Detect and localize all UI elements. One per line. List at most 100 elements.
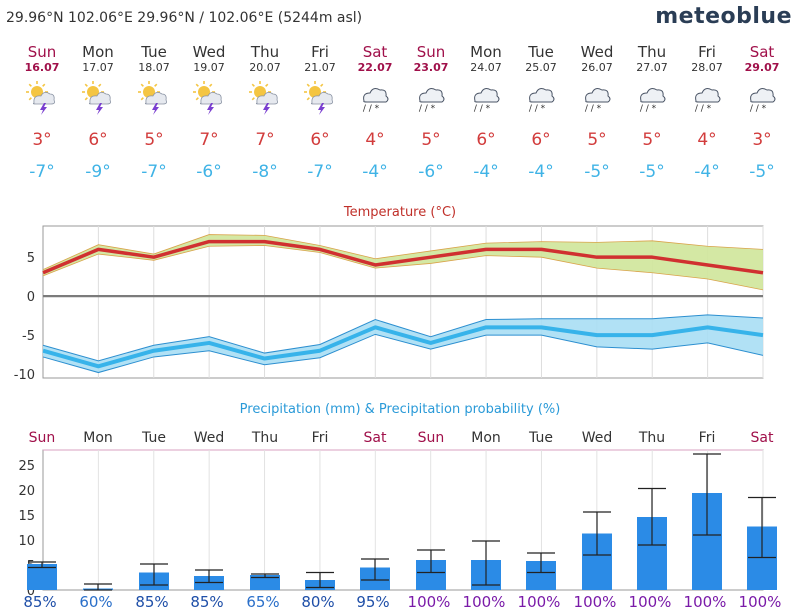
temperature-y-tick: 5 bbox=[27, 251, 35, 266]
min-temp: -5° bbox=[584, 162, 609, 182]
precipitation-probability: 100% bbox=[463, 593, 506, 611]
max-temp: 5° bbox=[587, 130, 606, 150]
precipitation-y-tick: 25 bbox=[18, 459, 35, 474]
day-date: 23.07 bbox=[414, 61, 449, 74]
svg-text:/ / *: / / * bbox=[695, 104, 712, 114]
temperature-chart-title: Temperature (°C) bbox=[343, 205, 456, 220]
precip-day-label: Tue bbox=[528, 430, 553, 446]
svg-text:/ / *: / / * bbox=[750, 104, 767, 114]
snow-cloud-icon: / / * bbox=[419, 88, 445, 114]
precipitation-probability: 100% bbox=[518, 593, 561, 611]
max-temp: 4° bbox=[365, 130, 384, 150]
svg-text:/ / *: / / * bbox=[585, 104, 602, 114]
snow-cloud-icon: / / * bbox=[640, 88, 666, 114]
snow-cloud-icon: / / * bbox=[750, 88, 776, 114]
precipitation-probability: 100% bbox=[684, 593, 727, 611]
max-temperature-line bbox=[42, 239, 764, 275]
min-temp: -4° bbox=[528, 162, 553, 182]
day-date: 19.07 bbox=[193, 61, 225, 74]
max-temp: 7° bbox=[199, 130, 218, 150]
day-name: Tue bbox=[527, 43, 554, 61]
sun-thunder-cloud-icon bbox=[193, 81, 222, 115]
precip-day-label: Tue bbox=[141, 430, 166, 446]
precip-day-label: Sat bbox=[751, 430, 774, 446]
precip-day-label: Thu bbox=[251, 430, 278, 446]
snow-cloud-icon: / / * bbox=[585, 88, 611, 114]
min-temperature-band bbox=[43, 314, 763, 373]
meteoblue-logo: meteoblue bbox=[655, 4, 792, 29]
precipitation-probability: 80% bbox=[301, 593, 334, 611]
min-temp: -6° bbox=[418, 162, 443, 182]
min-temperature-line bbox=[42, 325, 764, 369]
precipitation-probability: 85% bbox=[23, 593, 56, 611]
precipitation-probability: 60% bbox=[79, 593, 112, 611]
max-temp: 6° bbox=[88, 130, 107, 150]
precipitation-probability: 95% bbox=[356, 593, 389, 611]
precipitation-chart-title: Precipitation (mm) & Precipitation proba… bbox=[240, 402, 561, 417]
day-name: Thu bbox=[637, 43, 666, 61]
max-temp: 7° bbox=[255, 130, 274, 150]
precip-day-label: Thu bbox=[638, 430, 665, 446]
svg-text:/ / *: / / * bbox=[419, 104, 436, 114]
day-name: Sat bbox=[750, 43, 775, 61]
sun-thunder-cloud-icon bbox=[82, 81, 111, 115]
day-date: 25.07 bbox=[525, 61, 557, 74]
precipitation-y-tick: 20 bbox=[18, 484, 35, 499]
min-temp: -5° bbox=[749, 162, 774, 182]
precip-day-label: Sat bbox=[364, 430, 387, 446]
day-date: 20.07 bbox=[249, 61, 281, 74]
max-temperature-band-edge bbox=[42, 234, 764, 271]
sun-thunder-cloud-icon bbox=[138, 81, 167, 115]
precipitation-probability: 100% bbox=[629, 593, 672, 611]
precipitation-probability: 100% bbox=[574, 593, 617, 611]
temperature-y-tick: -5 bbox=[22, 329, 35, 344]
svg-text:/ / *: / / * bbox=[363, 104, 380, 114]
min-temp: -7° bbox=[141, 162, 166, 182]
precip-day-label: Mon bbox=[83, 430, 113, 446]
precipitation-probability: 100% bbox=[739, 593, 782, 611]
day-date: 29.07 bbox=[745, 61, 780, 74]
temperature-y-tick: -10 bbox=[14, 368, 35, 383]
day-name: Mon bbox=[82, 43, 114, 61]
snow-cloud-icon: / / * bbox=[474, 88, 500, 114]
precipitation-y-tick: 15 bbox=[18, 509, 35, 524]
min-temp: -8° bbox=[252, 162, 277, 182]
precip-day-label: Wed bbox=[582, 430, 613, 446]
day-date: 27.07 bbox=[636, 61, 668, 74]
max-temp: 3° bbox=[752, 130, 771, 150]
day-name: Sat bbox=[363, 43, 388, 61]
precip-day-label: Sun bbox=[418, 430, 445, 446]
max-temp: 5° bbox=[421, 130, 440, 150]
precipitation-bar bbox=[27, 564, 57, 590]
snow-cloud-icon: / / * bbox=[529, 88, 555, 114]
day-name: Fri bbox=[698, 43, 716, 61]
max-temperature-band-edge bbox=[42, 245, 764, 291]
day-date: 24.07 bbox=[470, 61, 502, 74]
precip-day-label: Fri bbox=[699, 430, 716, 446]
day-date: 28.07 bbox=[691, 61, 723, 74]
precipitation-probability: 100% bbox=[408, 593, 451, 611]
min-temperature-band-edge bbox=[42, 333, 764, 374]
max-temp: 4° bbox=[697, 130, 716, 150]
day-name: Sun bbox=[28, 43, 57, 61]
precip-day-label: Mon bbox=[471, 430, 501, 446]
temperature-y-tick: 0 bbox=[27, 290, 35, 305]
day-name: Mon bbox=[470, 43, 502, 61]
day-date: 21.07 bbox=[304, 61, 336, 74]
day-date: 18.07 bbox=[138, 61, 170, 74]
day-name: Fri bbox=[311, 43, 329, 61]
precip-day-label: Sun bbox=[29, 430, 56, 446]
sun-thunder-cloud-icon bbox=[304, 81, 333, 115]
max-temp: 6° bbox=[476, 130, 495, 150]
day-name: Tue bbox=[140, 43, 167, 61]
max-temp: 5° bbox=[144, 130, 163, 150]
min-temp: -9° bbox=[85, 162, 110, 182]
snow-cloud-icon: / / * bbox=[363, 88, 389, 114]
day-date: 17.07 bbox=[82, 61, 114, 74]
day-name: Thu bbox=[250, 43, 279, 61]
day-date: 22.07 bbox=[358, 61, 393, 74]
sun-thunder-cloud-icon bbox=[249, 81, 278, 115]
max-temp: 3° bbox=[32, 130, 51, 150]
day-date: 16.07 bbox=[25, 61, 60, 74]
location-coordinates: 29.96°N 102.06°E 29.96°N / 102.06°E (524… bbox=[6, 10, 363, 26]
